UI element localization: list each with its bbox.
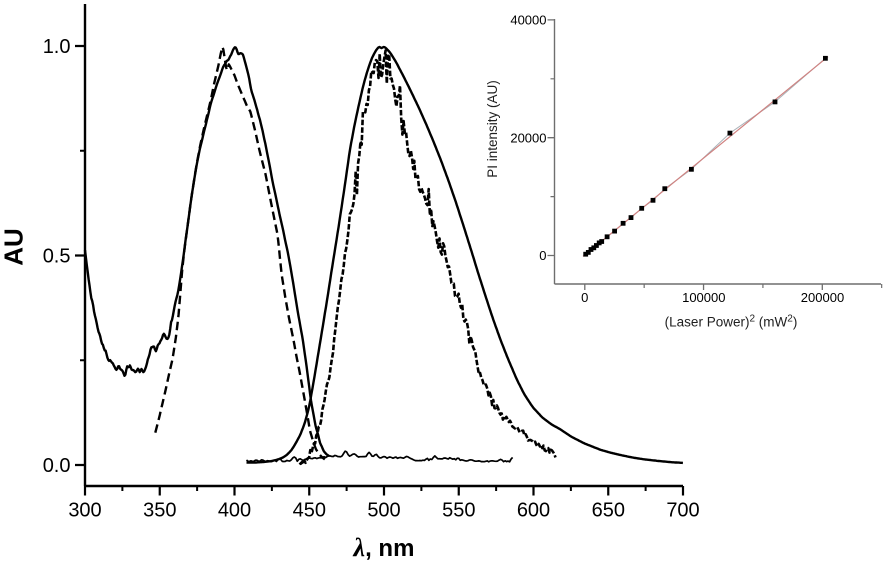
svg-text:1.0: 1.0 [43, 36, 71, 58]
svg-text:700: 700 [666, 500, 699, 522]
svg-text:0.5: 0.5 [43, 246, 71, 268]
svg-text:300: 300 [68, 500, 101, 522]
svg-text:400: 400 [218, 500, 251, 522]
svg-text:AU: AU [0, 228, 29, 266]
svg-text:350: 350 [143, 500, 176, 522]
svg-text:450: 450 [293, 500, 326, 522]
svg-text:(Laser Power)2 (mW2): (Laser Power)2 (mW2) [665, 314, 798, 330]
svg-text:500: 500 [367, 500, 400, 522]
svg-text:PI intensity (AU): PI intensity (AU) [485, 80, 500, 178]
svg-text:0.0: 0.0 [43, 455, 71, 477]
svg-text:20000: 20000 [510, 131, 546, 146]
svg-text:100000: 100000 [682, 290, 725, 305]
svg-text:λ, nm: λ, nm [353, 533, 415, 561]
svg-text:200000: 200000 [801, 290, 844, 305]
svg-text:40000: 40000 [510, 13, 546, 28]
svg-text:650: 650 [592, 500, 625, 522]
svg-text:0: 0 [581, 290, 588, 305]
svg-text:600: 600 [517, 500, 550, 522]
svg-text:550: 550 [442, 500, 475, 522]
svg-text:0: 0 [539, 248, 546, 263]
